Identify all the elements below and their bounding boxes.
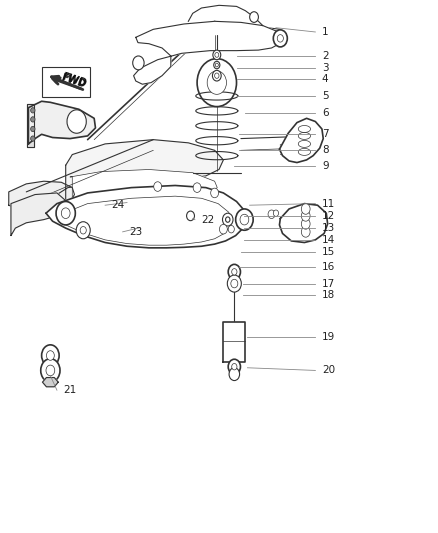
- Circle shape: [154, 182, 162, 191]
- Circle shape: [240, 214, 249, 225]
- Polygon shape: [27, 104, 34, 147]
- Polygon shape: [279, 118, 323, 163]
- Circle shape: [277, 35, 283, 42]
- Circle shape: [301, 211, 310, 221]
- Circle shape: [273, 30, 287, 47]
- Circle shape: [193, 183, 201, 192]
- Circle shape: [227, 275, 241, 292]
- Circle shape: [207, 71, 226, 94]
- Circle shape: [236, 209, 253, 230]
- Text: 14: 14: [322, 236, 335, 245]
- Circle shape: [31, 136, 35, 141]
- Circle shape: [229, 368, 240, 381]
- Circle shape: [215, 73, 219, 78]
- Text: 18: 18: [322, 290, 335, 300]
- Circle shape: [214, 61, 220, 69]
- Circle shape: [213, 50, 221, 60]
- Text: 23: 23: [129, 227, 142, 237]
- Text: FWD: FWD: [60, 72, 87, 90]
- Text: FWD: FWD: [61, 71, 88, 88]
- Text: 2: 2: [322, 51, 328, 61]
- Circle shape: [301, 219, 310, 229]
- Circle shape: [231, 279, 238, 288]
- Text: 6: 6: [322, 108, 328, 118]
- Circle shape: [228, 359, 240, 374]
- Circle shape: [212, 70, 221, 81]
- Polygon shape: [42, 377, 58, 387]
- Text: 12: 12: [322, 211, 335, 221]
- Polygon shape: [134, 21, 283, 84]
- Circle shape: [215, 53, 219, 58]
- Circle shape: [46, 351, 54, 360]
- Circle shape: [187, 211, 194, 221]
- Circle shape: [219, 224, 227, 234]
- Circle shape: [232, 269, 237, 275]
- Text: 1: 1: [322, 27, 328, 37]
- Circle shape: [268, 210, 275, 219]
- Text: 21: 21: [64, 385, 77, 395]
- Text: 20: 20: [322, 366, 335, 375]
- Text: 5: 5: [322, 91, 328, 101]
- Text: 9: 9: [322, 161, 328, 171]
- Polygon shape: [46, 185, 246, 248]
- Polygon shape: [223, 322, 245, 362]
- Circle shape: [223, 213, 233, 226]
- Circle shape: [42, 345, 59, 366]
- Circle shape: [80, 227, 86, 234]
- Text: 8: 8: [322, 146, 328, 155]
- Circle shape: [31, 117, 35, 122]
- Polygon shape: [64, 169, 217, 216]
- Circle shape: [41, 359, 60, 382]
- FancyBboxPatch shape: [42, 67, 90, 97]
- Circle shape: [215, 63, 218, 67]
- Polygon shape: [53, 140, 223, 214]
- Circle shape: [301, 204, 310, 214]
- Polygon shape: [28, 101, 95, 144]
- Circle shape: [46, 365, 55, 376]
- Circle shape: [228, 264, 240, 279]
- Circle shape: [61, 208, 70, 219]
- Text: 13: 13: [322, 223, 335, 233]
- Text: 15: 15: [322, 247, 335, 257]
- Circle shape: [226, 217, 230, 222]
- Circle shape: [211, 188, 219, 198]
- Circle shape: [67, 110, 86, 133]
- Text: 16: 16: [322, 262, 335, 271]
- Text: 7: 7: [322, 130, 328, 139]
- Text: 17: 17: [322, 279, 335, 288]
- Polygon shape: [279, 204, 328, 243]
- Circle shape: [133, 56, 144, 70]
- Circle shape: [273, 210, 279, 216]
- Circle shape: [76, 222, 90, 239]
- Circle shape: [197, 59, 237, 107]
- Text: 22: 22: [201, 215, 215, 224]
- Circle shape: [56, 201, 75, 225]
- Polygon shape: [11, 193, 65, 236]
- Circle shape: [250, 12, 258, 22]
- Text: 11: 11: [322, 199, 335, 208]
- Text: 19: 19: [322, 332, 335, 342]
- Circle shape: [31, 108, 35, 113]
- Circle shape: [232, 364, 237, 370]
- Text: 3: 3: [322, 63, 328, 72]
- Circle shape: [301, 227, 310, 237]
- Text: 24: 24: [112, 200, 125, 210]
- Circle shape: [228, 225, 234, 233]
- Circle shape: [31, 126, 35, 132]
- Polygon shape: [9, 181, 74, 209]
- Text: 4: 4: [322, 75, 328, 84]
